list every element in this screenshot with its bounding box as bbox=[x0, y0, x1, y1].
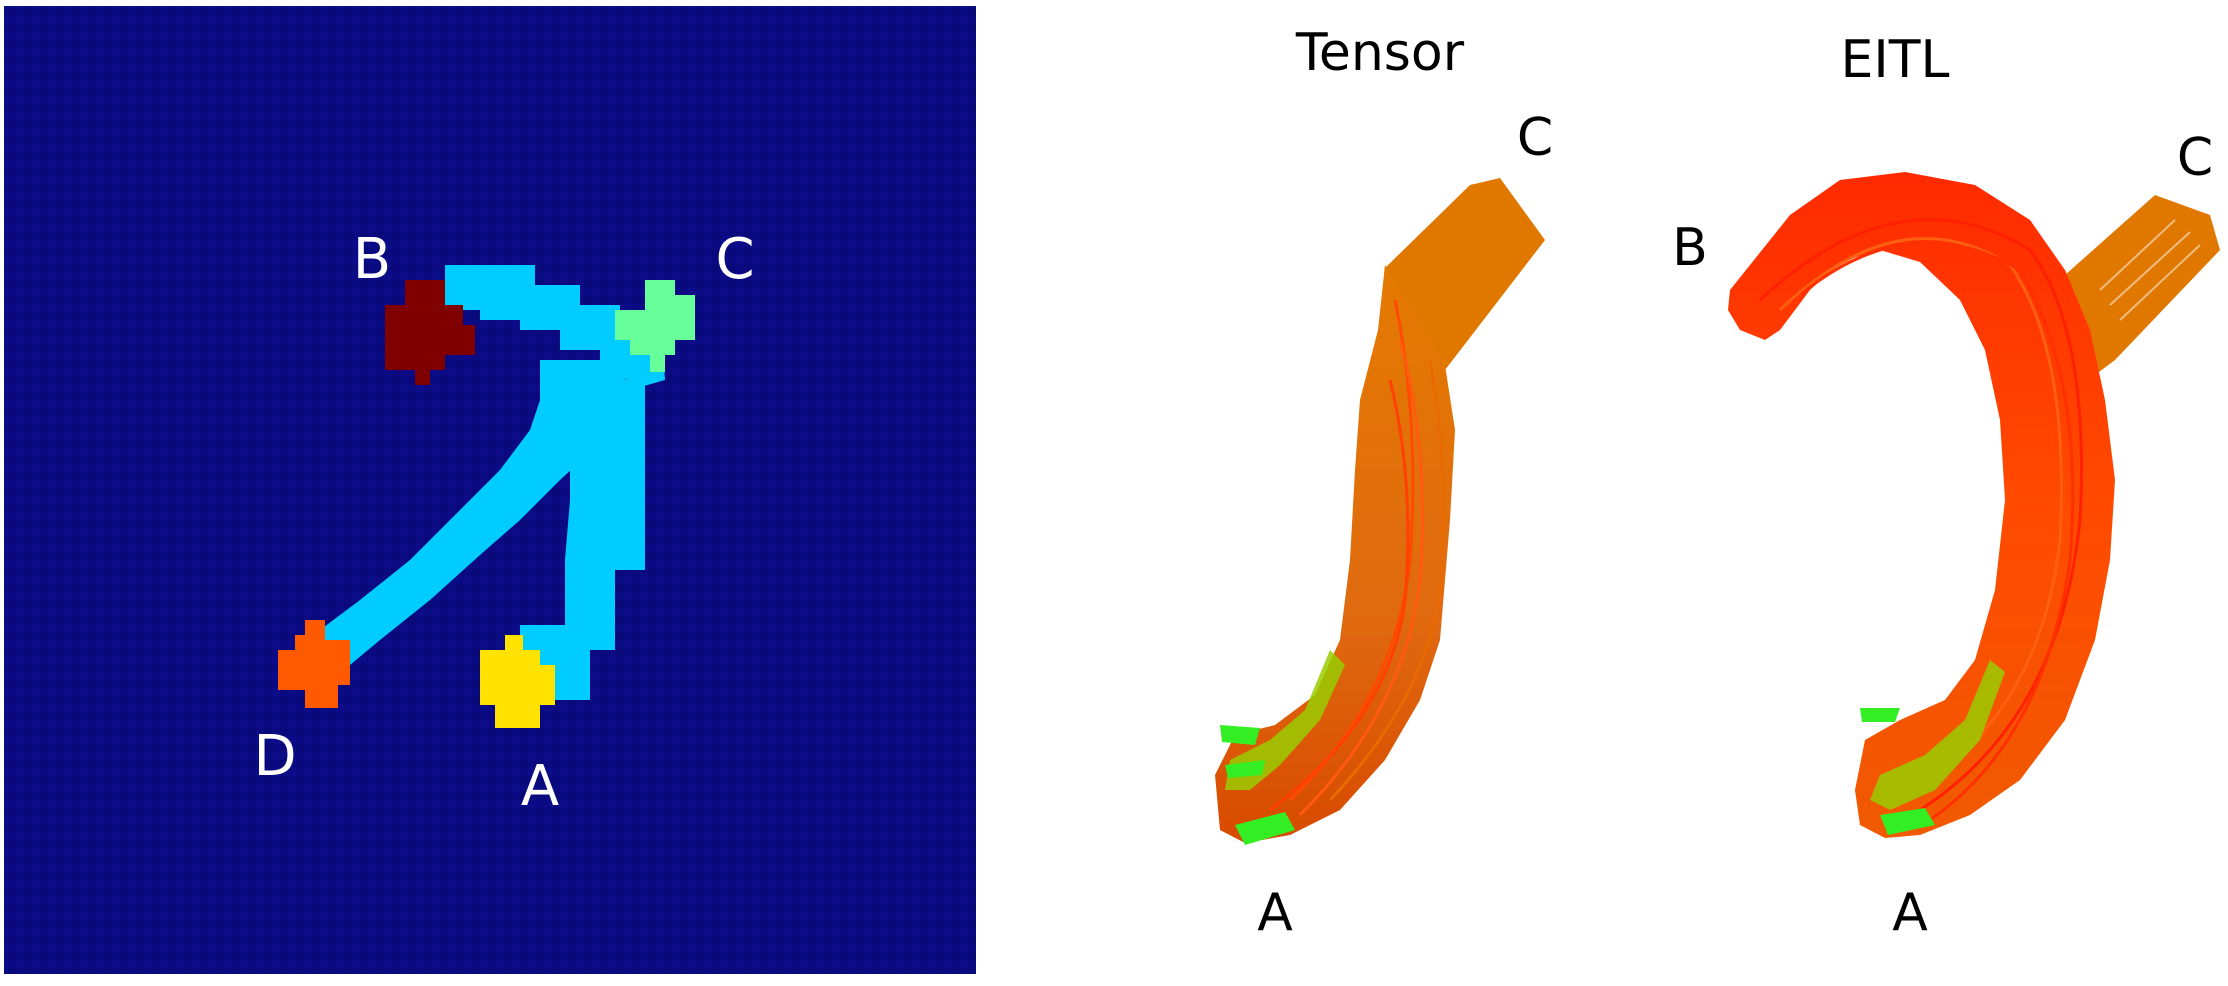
label-b: B bbox=[353, 227, 391, 292]
eitl-label-c: C bbox=[2177, 128, 2213, 188]
eitl-label-a: A bbox=[1892, 883, 1928, 943]
eitl-tip-lime bbox=[1860, 708, 1935, 835]
eitl-branch-lines bbox=[2099, 219, 2201, 321]
roi-a bbox=[480, 635, 555, 728]
tensor-tip-lime bbox=[1220, 725, 1295, 845]
phantom-panel: B C D A bbox=[4, 6, 976, 974]
roi-d bbox=[278, 620, 350, 708]
phantom-tract bbox=[320, 265, 665, 700]
roi-c bbox=[615, 280, 695, 372]
eitl-title: EITL bbox=[1841, 30, 1950, 90]
eitl-bundle bbox=[1728, 172, 2115, 838]
tensor-bundle bbox=[1215, 265, 1455, 843]
label-d: D bbox=[253, 724, 296, 789]
tensor-streamlines bbox=[1269, 299, 1445, 817]
tensor-label-a: A bbox=[1257, 883, 1293, 943]
roi-b bbox=[385, 280, 475, 385]
tensor-tip-green bbox=[1225, 650, 1345, 790]
label-a: A bbox=[521, 754, 559, 819]
tensor-label-c: C bbox=[1517, 108, 1553, 168]
eitl-tip-green bbox=[1870, 660, 2005, 810]
label-c: C bbox=[715, 227, 754, 292]
tensor-title: Tensor bbox=[1295, 23, 1465, 83]
eitl-panel: EITL B C A bbox=[1672, 30, 2220, 943]
eitl-label-b: B bbox=[1672, 218, 1708, 278]
eitl-streamlines bbox=[1758, 218, 2083, 822]
tensor-panel: Tensor C A bbox=[1215, 23, 1553, 943]
